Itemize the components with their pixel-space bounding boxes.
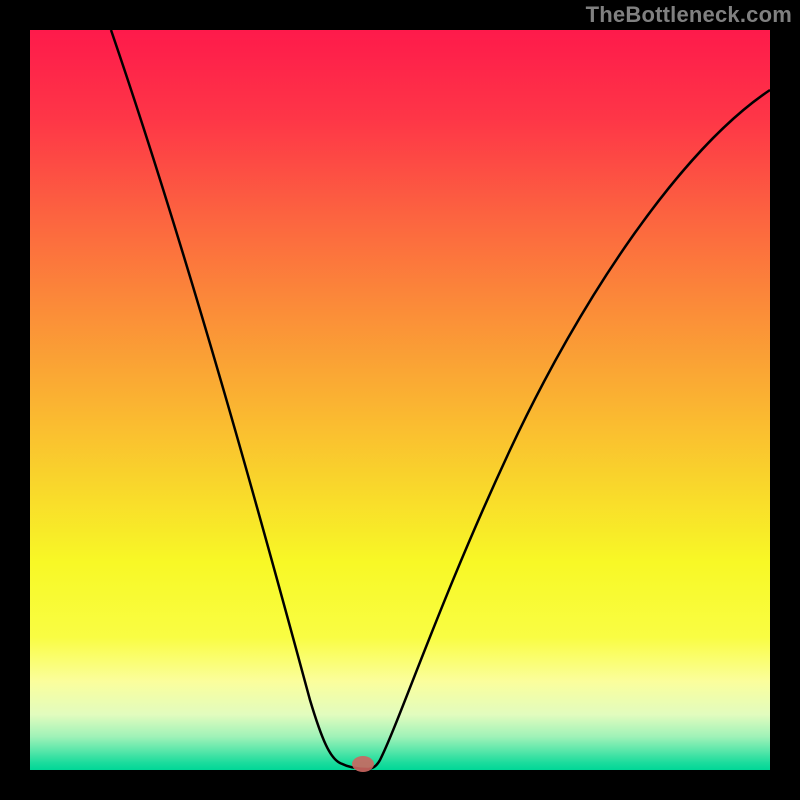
plot-background: [30, 30, 770, 770]
watermark-text: TheBottleneck.com: [586, 2, 792, 28]
optimal-marker: [352, 756, 374, 772]
bottleneck-chart: [0, 0, 800, 800]
chart-frame: TheBottleneck.com: [0, 0, 800, 800]
